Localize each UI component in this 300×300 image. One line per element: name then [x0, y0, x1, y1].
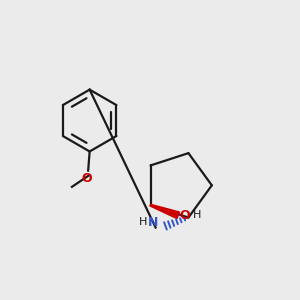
Text: O: O	[81, 172, 92, 185]
Text: O: O	[180, 209, 190, 222]
Text: H: H	[192, 210, 201, 220]
Polygon shape	[150, 204, 179, 219]
Text: H: H	[139, 217, 147, 227]
Text: N: N	[148, 216, 158, 229]
